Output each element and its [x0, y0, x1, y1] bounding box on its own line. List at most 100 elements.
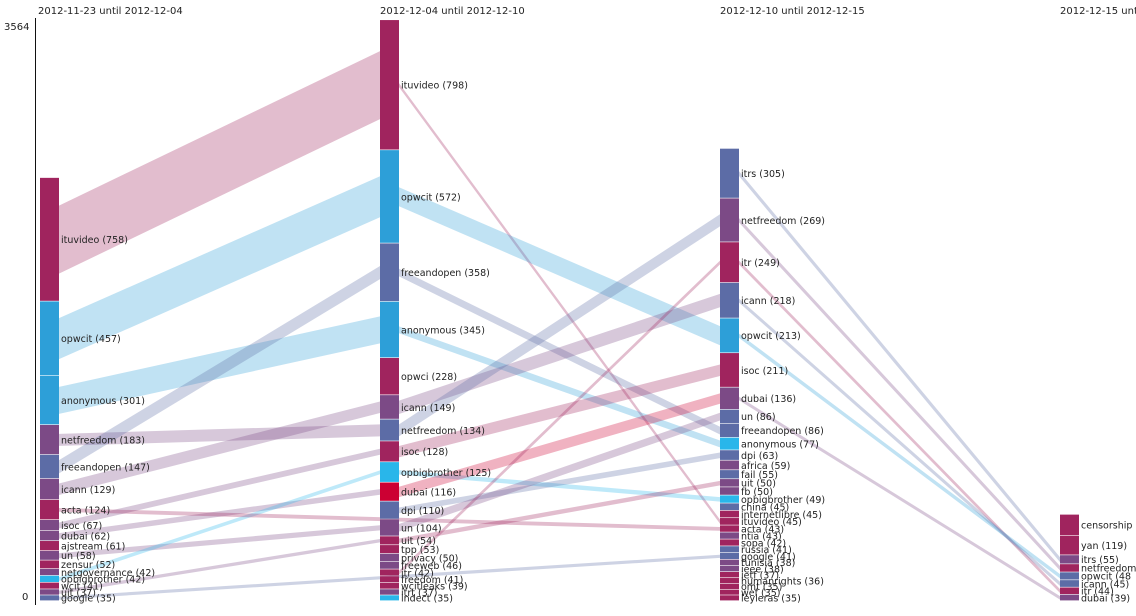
node-label-wcit: wcit (41) [61, 581, 103, 592]
node-label-un: un (104) [401, 523, 442, 534]
node-label-leyleras: leyleras (35) [741, 594, 801, 605]
node-label-uit: uit (37) [61, 588, 96, 599]
node-label-opbigbrother: opbigbrother (125) [401, 468, 491, 479]
node-label-itrt: itrt (37) [401, 588, 438, 599]
node-label-opwcit: opwcit (48 [1081, 572, 1131, 583]
node-label-ieee: ieee (38) [741, 564, 784, 575]
node-bar-opwcit [720, 318, 739, 353]
node-label-opbigbrother: opbigbrother (49) [741, 495, 825, 506]
node-bar-opwcit [380, 150, 399, 243]
node-label-icann: icann (149) [401, 403, 455, 414]
flow-freeandopen-1-2 [399, 268, 720, 435]
flow-un-1-2 [399, 412, 720, 532]
node-bar-humanrights [720, 578, 739, 584]
flow-opwcit-1-2 [399, 187, 720, 346]
node-bar-dpi [720, 450, 739, 460]
flow-dubai-0-1 [59, 489, 380, 539]
node-label-tunisia: tunisia (38) [741, 558, 795, 569]
node-bar-ituvideo [40, 177, 59, 301]
flow-icann-0-1 [59, 401, 380, 496]
node-label-itr: itr (42) [401, 568, 434, 579]
flow-ituvideo-0-1 [59, 51, 380, 274]
node-label-sopa: sopa (42) [741, 538, 786, 549]
node-bar-indect [380, 595, 399, 601]
flow-un-0-1 [59, 525, 380, 559]
node-bar-opbigbrother [380, 462, 399, 482]
node-label-yan: yan (119) [1081, 541, 1127, 552]
node-label-fb: fb (50) [741, 487, 773, 498]
node-bar-itr [380, 569, 399, 576]
node-label-omt: omt (35) [741, 582, 782, 593]
node-label-isoc: isoc (128) [401, 447, 448, 458]
node-bar-freeweb [380, 561, 399, 569]
node-bar-internetlibre [720, 510, 739, 518]
node-label-isoc: isoc (211) [741, 366, 788, 377]
node-label-freeandopen: freeandopen (86) [741, 426, 824, 437]
flow-opbigbrother-0-1 [59, 470, 380, 582]
flow-uit-0-1 [59, 539, 380, 594]
node-label-itr: itr (44) [1081, 587, 1114, 598]
flow-dubai-1-2 [399, 393, 720, 498]
node-bar-censorship [1060, 514, 1079, 536]
node-bar-dubai [1060, 594, 1079, 601]
node-label-zensur: zensur (52) [61, 560, 115, 571]
node-bar-fb [720, 487, 739, 495]
flow-netfreedom-0-1 [59, 424, 380, 446]
flow-dpi-1-2 [399, 452, 720, 514]
node-label-opwcit: opwcit (457) [61, 334, 121, 345]
node-bar-isoc [380, 441, 399, 462]
column-header-3: 2012-12-15 until [1060, 6, 1136, 17]
node-label-tpp: tpp (53) [401, 545, 439, 556]
node-bar-un [380, 519, 399, 536]
node-bar-anonymous [40, 375, 59, 425]
node-label-netfreedom: netfreedom (183) [61, 435, 145, 446]
node-bar-uit [720, 479, 739, 487]
node-label-netfreedom: netfreedom (269) [741, 216, 825, 227]
node-label-acta: acta (124) [61, 505, 110, 516]
node-label-anonymous: anonymous (301) [61, 396, 145, 407]
node-bar-dubai [720, 387, 739, 410]
nodes-layer: ituvideo (758) opwcit (457) anonymous (301… [40, 20, 1136, 605]
node-bar-china [720, 503, 739, 511]
node-bar-anonymous [720, 437, 739, 450]
node-label-dpi: dpi (110) [401, 506, 444, 517]
flow-opbigbrother-1-2 [399, 470, 720, 502]
node-bar-netfreedom [380, 419, 399, 441]
node-bar-itrt [380, 589, 399, 595]
flow-freeandopen-0-1 [59, 265, 380, 474]
node-bar-ituvideo [380, 20, 399, 150]
node-label-uit: uit (54) [401, 536, 436, 547]
node-label-icann: icann (129) [61, 485, 115, 496]
node-bar-itr [720, 242, 739, 283]
node-label-freeandopen: freeandopen (147) [61, 462, 150, 473]
node-label-wcitleaks: wcitleaks (39) [401, 582, 468, 593]
node-label-dubai: dubai (62) [61, 531, 110, 542]
column-header-2: 2012-12-10 until 2012-12-15 [720, 6, 865, 17]
node-label-icann: icann (218) [741, 296, 795, 307]
node-bar-ntia [720, 532, 739, 539]
node-bar-omt [720, 583, 739, 589]
flow-itr-2-3 [739, 260, 1060, 594]
node-bar-tunisia [720, 559, 739, 566]
flow-uit-1-2 [399, 480, 720, 543]
node-bar-acta [720, 525, 739, 532]
node-label-itrs: itrs (305) [741, 169, 785, 180]
flow-itrs-2-3 [739, 171, 1060, 563]
node-label-ituvideo: ituvideo (798) [401, 81, 468, 92]
node-bar-uit [40, 589, 59, 595]
node-label-censorship: censorship [1081, 521, 1132, 532]
node-label-ietf: ietf (37) [741, 571, 779, 582]
flow-opwcit-0-1 [59, 176, 380, 360]
node-label-freeweb: freeweb (46) [401, 561, 462, 572]
node-label-itrs: itrs (55) [1081, 555, 1119, 566]
node-bar-netgovernance [40, 568, 59, 576]
node-label-netgovernance: netgovernance (42) [61, 568, 155, 579]
node-label-netfreedom: netfreedom (134) [401, 426, 485, 437]
node-bar-sopa [720, 539, 739, 546]
node-bar-yan [1060, 535, 1079, 555]
node-label-dpi: dpi (63) [741, 451, 778, 462]
node-bar-icann [1060, 580, 1079, 587]
node-label-opbigbrother: opbigbrother (42) [61, 575, 145, 586]
